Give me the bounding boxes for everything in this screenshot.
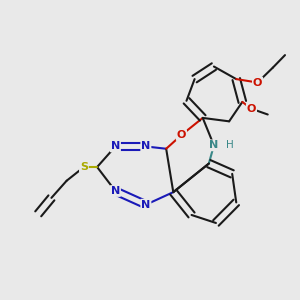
Text: H: H [226, 140, 234, 150]
Text: S: S [80, 162, 88, 172]
Text: O: O [253, 77, 262, 88]
Text: N: N [141, 142, 151, 152]
Text: O: O [177, 130, 186, 140]
Text: N: N [209, 140, 218, 150]
Text: N: N [141, 200, 151, 210]
Text: N: N [111, 186, 120, 196]
Text: N: N [111, 142, 120, 152]
Text: O: O [247, 104, 256, 114]
